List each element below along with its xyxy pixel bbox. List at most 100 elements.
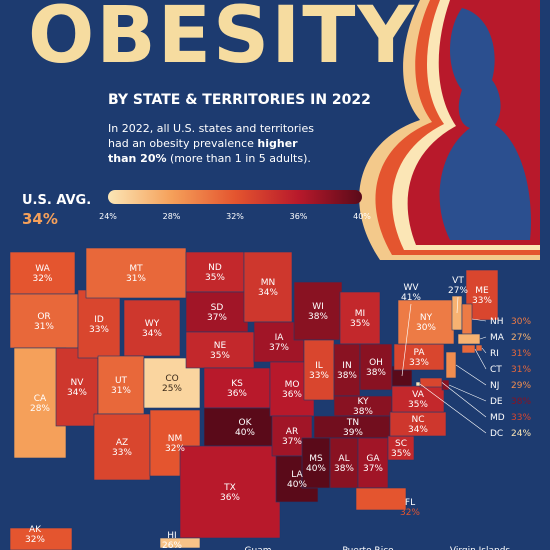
state-code: RI	[490, 349, 499, 359]
state-code: HI	[167, 531, 176, 541]
state-value: 38%	[353, 407, 373, 417]
description-bold: than 20%	[108, 152, 167, 165]
state-code: CT	[490, 365, 502, 375]
state-value: 33%	[112, 448, 132, 458]
state-code: VT	[452, 276, 464, 286]
state-value: 34%	[258, 288, 278, 298]
state	[185, 251, 245, 293]
state-code: MO	[285, 380, 300, 390]
state-code: OK	[239, 418, 253, 428]
state	[461, 344, 476, 354]
state-value: 33%	[472, 296, 492, 306]
state-code: MI	[355, 309, 365, 319]
description-bold: higher	[257, 137, 298, 150]
state-value: 37%	[269, 343, 289, 353]
state-code: MD	[490, 413, 505, 423]
state-code: SC	[395, 439, 407, 449]
state-value: 31%	[511, 349, 531, 359]
state	[357, 437, 389, 489]
state	[159, 537, 201, 549]
state	[387, 435, 415, 461]
description-line: than 20% (more than 1 in 5 adults).	[108, 152, 311, 165]
state-value: 38%	[308, 312, 328, 322]
description-line: had an obesity prevalence higher	[108, 137, 298, 150]
state-value: 35%	[205, 273, 225, 283]
state-value: 37%	[207, 313, 227, 323]
state	[329, 437, 359, 489]
state-value: 34%	[142, 329, 162, 339]
state	[393, 343, 445, 371]
state-code: IL	[315, 361, 323, 371]
state-value: 38%	[337, 371, 357, 381]
state-value: 27%	[448, 286, 468, 296]
state-code: WV	[403, 283, 419, 293]
state-code: PA	[413, 348, 425, 358]
state-code: IA	[275, 333, 285, 343]
state	[355, 487, 407, 511]
state-value: 32%	[25, 535, 45, 545]
state-value: 24%	[511, 429, 531, 439]
state-value: 34%	[408, 425, 428, 435]
state-code: TX	[223, 483, 236, 493]
leader-line	[441, 382, 487, 418]
state-value: 31%	[511, 365, 531, 375]
state-value: 38%	[511, 397, 531, 407]
state-code: VA	[412, 390, 425, 400]
leader-line	[474, 348, 487, 370]
state	[359, 343, 393, 391]
territory-name: Virgin Islands	[450, 546, 511, 550]
state-value: 31%	[126, 274, 146, 284]
state	[185, 331, 255, 369]
state-value: 33%	[309, 371, 329, 381]
state	[9, 527, 73, 550]
state-code: ME	[475, 286, 489, 296]
state	[9, 251, 76, 295]
state-value: 26%	[162, 541, 182, 550]
silhouette	[359, 0, 540, 260]
territory-name: Guam	[245, 546, 272, 550]
state	[293, 281, 343, 341]
description-text: (more than 1 in 5 adults).	[167, 152, 311, 165]
state-code: OR	[37, 312, 50, 322]
legend-tick-label: 40%	[353, 212, 371, 221]
state-value: 33%	[409, 358, 429, 368]
state-code: KY	[357, 397, 369, 407]
leader-line	[456, 296, 459, 314]
leader-line	[479, 336, 487, 340]
state-value: 33%	[89, 325, 109, 335]
state	[185, 291, 249, 333]
state-value: 36%	[282, 390, 302, 400]
leader-line	[419, 383, 487, 434]
state-code: ID	[94, 315, 104, 325]
state	[475, 344, 483, 352]
state-value: 37%	[282, 437, 302, 447]
state-value: 41%	[401, 293, 421, 303]
state	[461, 303, 473, 335]
state-code: FL	[405, 498, 415, 508]
state	[77, 289, 121, 359]
state-value: 37%	[363, 464, 383, 474]
leader-line	[455, 364, 487, 386]
state-value: 29%	[511, 381, 531, 391]
state-value: 36%	[227, 389, 247, 399]
state-value: 39%	[343, 428, 363, 438]
description-text: had an obesity prevalence	[108, 137, 257, 150]
state	[123, 299, 181, 357]
state-code: UT	[115, 376, 128, 386]
state	[179, 445, 281, 539]
subtitle: BY STATE & TERRITORIES IN 2022	[108, 92, 371, 108]
state	[97, 355, 145, 415]
state-value: 32%	[165, 444, 185, 454]
state-value: 35%	[408, 400, 428, 410]
state	[203, 367, 271, 409]
state-code: DC	[490, 429, 503, 439]
average-value: 34%	[22, 210, 58, 228]
leader-line	[471, 318, 487, 322]
state-code: NY	[420, 313, 433, 323]
state-code: NE	[214, 341, 227, 351]
state-code: CO	[165, 374, 178, 384]
state-value: 35%	[210, 351, 230, 361]
state	[457, 333, 481, 345]
